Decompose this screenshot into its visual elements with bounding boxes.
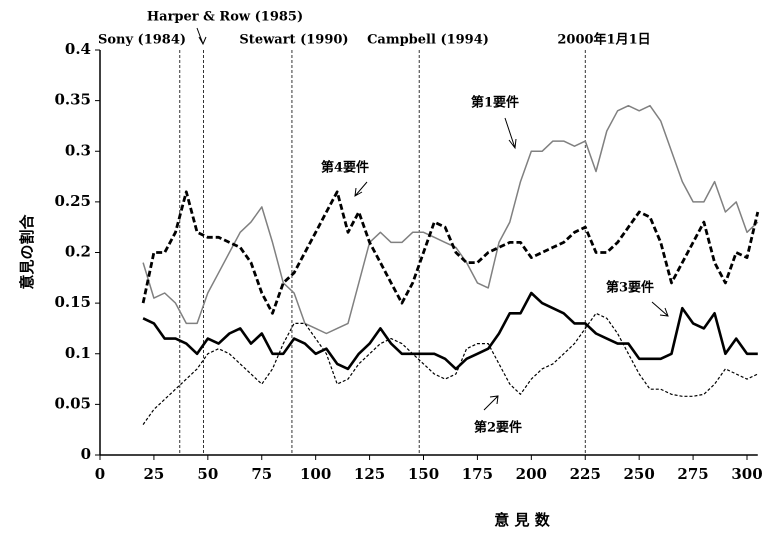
x-tick-label: 25: [143, 465, 164, 483]
x-tick-label: 225: [570, 465, 601, 483]
series-label: 第3要件: [606, 280, 654, 296]
arrow: [651, 301, 669, 317]
series-label: 第2要件: [474, 420, 522, 436]
x-axis-label: 意 見 数: [494, 511, 550, 529]
x-tick-label: 0: [95, 465, 105, 483]
arrow: [196, 27, 207, 46]
event-label: Campbell (1994): [367, 33, 489, 48]
x-tick-label: 200: [516, 465, 547, 483]
x-tick-label: 175: [462, 465, 493, 483]
x-tick-label: 125: [354, 465, 385, 483]
x-tick-label: 150: [408, 465, 439, 483]
y-tick-label: 0.35: [54, 91, 91, 109]
y-tick-label: 0.05: [54, 394, 91, 412]
y-tick-label: 0: [81, 445, 91, 463]
series-line: [141, 190, 760, 315]
event-label: 2000年1月1日: [557, 32, 650, 48]
event-label: Sony (1984): [98, 33, 186, 48]
y-tick-label: 0.1: [65, 344, 91, 362]
x-tick-label: 300: [731, 465, 762, 483]
series-line: [142, 291, 758, 371]
arrow: [354, 181, 368, 197]
x-tick-label: 75: [251, 465, 272, 483]
series-label: 第1要件: [471, 95, 519, 111]
y-axis-label: 意見の割合: [18, 214, 36, 290]
y-tick-label: 0.3: [65, 141, 91, 159]
series-line: [142, 312, 759, 425]
arrow: [504, 117, 517, 150]
y-tick-label: 0.25: [54, 192, 91, 210]
x-tick-label: 50: [197, 465, 218, 483]
arrow: [483, 395, 499, 411]
event-label: Harper & Row (1985): [147, 10, 303, 25]
y-tick-label: 0.2: [65, 243, 91, 261]
event-label: Stewart (1990): [239, 33, 348, 48]
series-label: 第4要件: [321, 160, 369, 176]
y-tick-label: 0.15: [54, 293, 91, 311]
x-tick-label: 250: [624, 465, 655, 483]
y-tick-label: 0.4: [65, 40, 91, 58]
series-line: [142, 104, 759, 335]
x-tick-label: 100: [300, 465, 331, 483]
x-tick-label: 275: [677, 465, 708, 483]
